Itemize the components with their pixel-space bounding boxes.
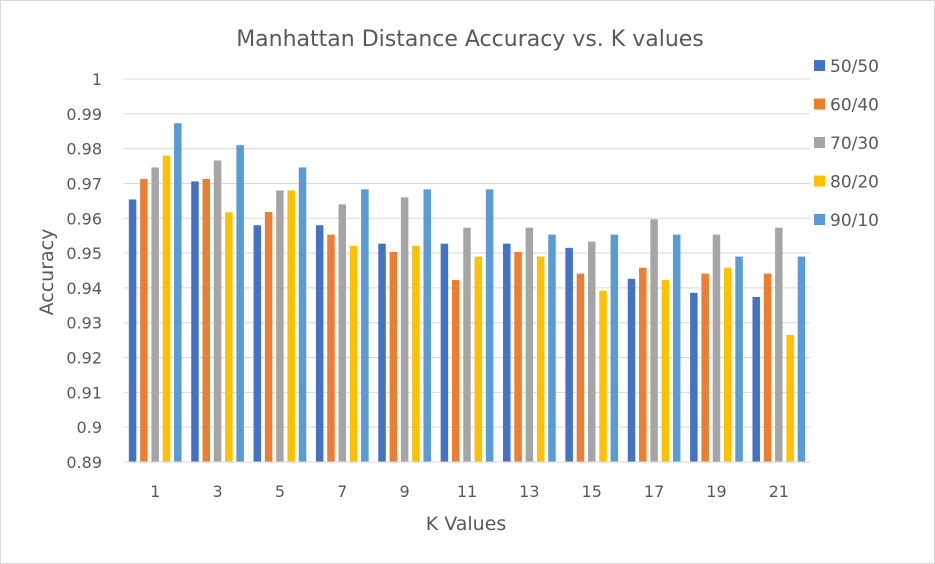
bar-50-50-k5 <box>253 225 262 462</box>
y-axis-ticks: 0.89 0.9 0.91 0.92 0.93 0.94 0.95 0.96 0.97 0.98 0… <box>66 70 102 472</box>
bar-90-10-k7 <box>361 189 369 462</box>
bar-70-30-k19 <box>712 234 721 462</box>
bar-60-40-k13 <box>514 252 522 462</box>
bar-50-50-k21 <box>752 296 760 462</box>
bar-60-40-k7 <box>327 234 335 462</box>
y-tick-label: 0.89 <box>66 453 102 472</box>
x-axis-title: K Values <box>426 513 507 535</box>
y-tick-label: 0.95 <box>66 244 102 263</box>
x-tick-label: 7 <box>337 482 347 501</box>
bar-60-40-k9 <box>389 252 398 462</box>
bar-80-20-k11 <box>474 256 483 462</box>
y-tick-label: 0.91 <box>66 383 102 402</box>
bar-70-30-k3 <box>213 160 222 462</box>
bar-80-20-k1 <box>162 155 171 462</box>
x-tick-label: 5 <box>275 482 285 501</box>
x-tick-label: 21 <box>769 482 789 501</box>
bar-60-40-k11 <box>451 279 460 462</box>
x-tick-label: 1 <box>150 482 160 501</box>
bar-90-10-k19 <box>735 256 743 462</box>
bar-70-30-k5 <box>276 190 284 462</box>
bar-70-30-k17 <box>650 219 658 462</box>
bar-70-30-k9 <box>400 197 409 462</box>
bar-90-10-k11 <box>485 189 494 462</box>
x-tick-label: 19 <box>706 482 726 501</box>
chart-title: Manhattan Distance Accuracy vs. K values <box>236 27 704 52</box>
bar-60-40-k1 <box>140 178 148 463</box>
x-tick-label: 17 <box>644 482 664 501</box>
bar-90-10-k5 <box>298 167 307 463</box>
bar-90-10-k13 <box>548 234 556 462</box>
bar-60-40-k21 <box>763 273 772 462</box>
bar-80-20-k3 <box>225 212 233 462</box>
x-tick-label: 9 <box>400 482 410 501</box>
bar-50-50-k19 <box>690 292 698 462</box>
legend-label: 70/30 <box>830 134 879 154</box>
y-tick-label: 0.93 <box>66 314 102 333</box>
bar-80-20-k21 <box>786 334 794 462</box>
bar-90-10-k21 <box>797 256 806 462</box>
bar-90-10-k9 <box>423 189 431 462</box>
bar-50-50-k15 <box>565 247 573 462</box>
bar-70-30-k15 <box>587 241 596 462</box>
y-tick-label: 1 <box>92 70 102 89</box>
bar-50-50-k9 <box>378 243 386 462</box>
legend-swatch <box>814 214 825 225</box>
legend-label: 90/10 <box>830 211 879 231</box>
bar-60-40-k3 <box>202 178 210 463</box>
bar-80-20-k5 <box>287 190 295 462</box>
bar-80-20-k19 <box>724 267 732 462</box>
bar-90-10-k17 <box>672 234 681 462</box>
y-axis-title: Accuracy <box>36 229 58 316</box>
bar-50-50-k3 <box>191 181 199 462</box>
y-tick-label: 0.94 <box>66 279 102 298</box>
bar-70-30-k13 <box>525 227 534 462</box>
bar-80-20-k13 <box>536 256 545 462</box>
legend-swatch <box>814 98 825 110</box>
legend-swatch <box>814 60 825 71</box>
bar-80-20-k17 <box>661 279 670 462</box>
y-tick-label: 0.9 <box>77 418 102 437</box>
y-tick-label: 0.99 <box>66 105 102 124</box>
legend-swatch <box>814 137 825 148</box>
bar-50-50-k17 <box>627 278 636 462</box>
y-tick-label: 0.98 <box>66 140 102 159</box>
bar-90-10-k3 <box>236 145 244 462</box>
legend-label: 80/20 <box>830 173 879 193</box>
bar-80-20-k7 <box>349 245 358 462</box>
bar-60-40-k19 <box>701 273 709 462</box>
bar-70-30-k21 <box>775 227 783 462</box>
bar-90-10-k15 <box>610 234 619 462</box>
bar-60-40-k5 <box>264 212 273 462</box>
bar-50-50-k7 <box>315 225 324 462</box>
bar-70-30-k1 <box>151 167 159 463</box>
bar-60-40-k15 <box>576 273 585 462</box>
x-axis-ticks: 1 3 5 7 9 11 13 15 17 19 21 <box>150 482 789 501</box>
bars <box>128 123 806 463</box>
bar-50-50-k1 <box>128 199 137 463</box>
bar-70-30-k7 <box>338 204 347 462</box>
bar-70-30-k11 <box>463 227 471 462</box>
bar-90-10-k1 <box>174 123 182 463</box>
legend-label: 60/40 <box>830 96 879 116</box>
bar-50-50-k13 <box>503 243 511 462</box>
x-tick-label: 13 <box>519 482 539 501</box>
x-tick-label: 3 <box>212 482 222 501</box>
x-tick-label: 15 <box>582 482 602 501</box>
legend-swatch <box>814 175 825 187</box>
bar-50-50-k11 <box>440 243 449 462</box>
y-tick-label: 0.97 <box>66 174 102 193</box>
x-tick-label: 11 <box>457 482 477 501</box>
y-tick-label: 0.92 <box>66 349 102 368</box>
y-tick-label: 0.96 <box>66 209 102 228</box>
bar-80-20-k9 <box>412 245 420 462</box>
bar-60-40-k17 <box>639 267 647 462</box>
legend: 50/50 60/40 70/30 80/20 90/10 <box>814 57 879 231</box>
bar-80-20-k15 <box>599 290 607 462</box>
legend-label: 50/50 <box>830 57 879 77</box>
